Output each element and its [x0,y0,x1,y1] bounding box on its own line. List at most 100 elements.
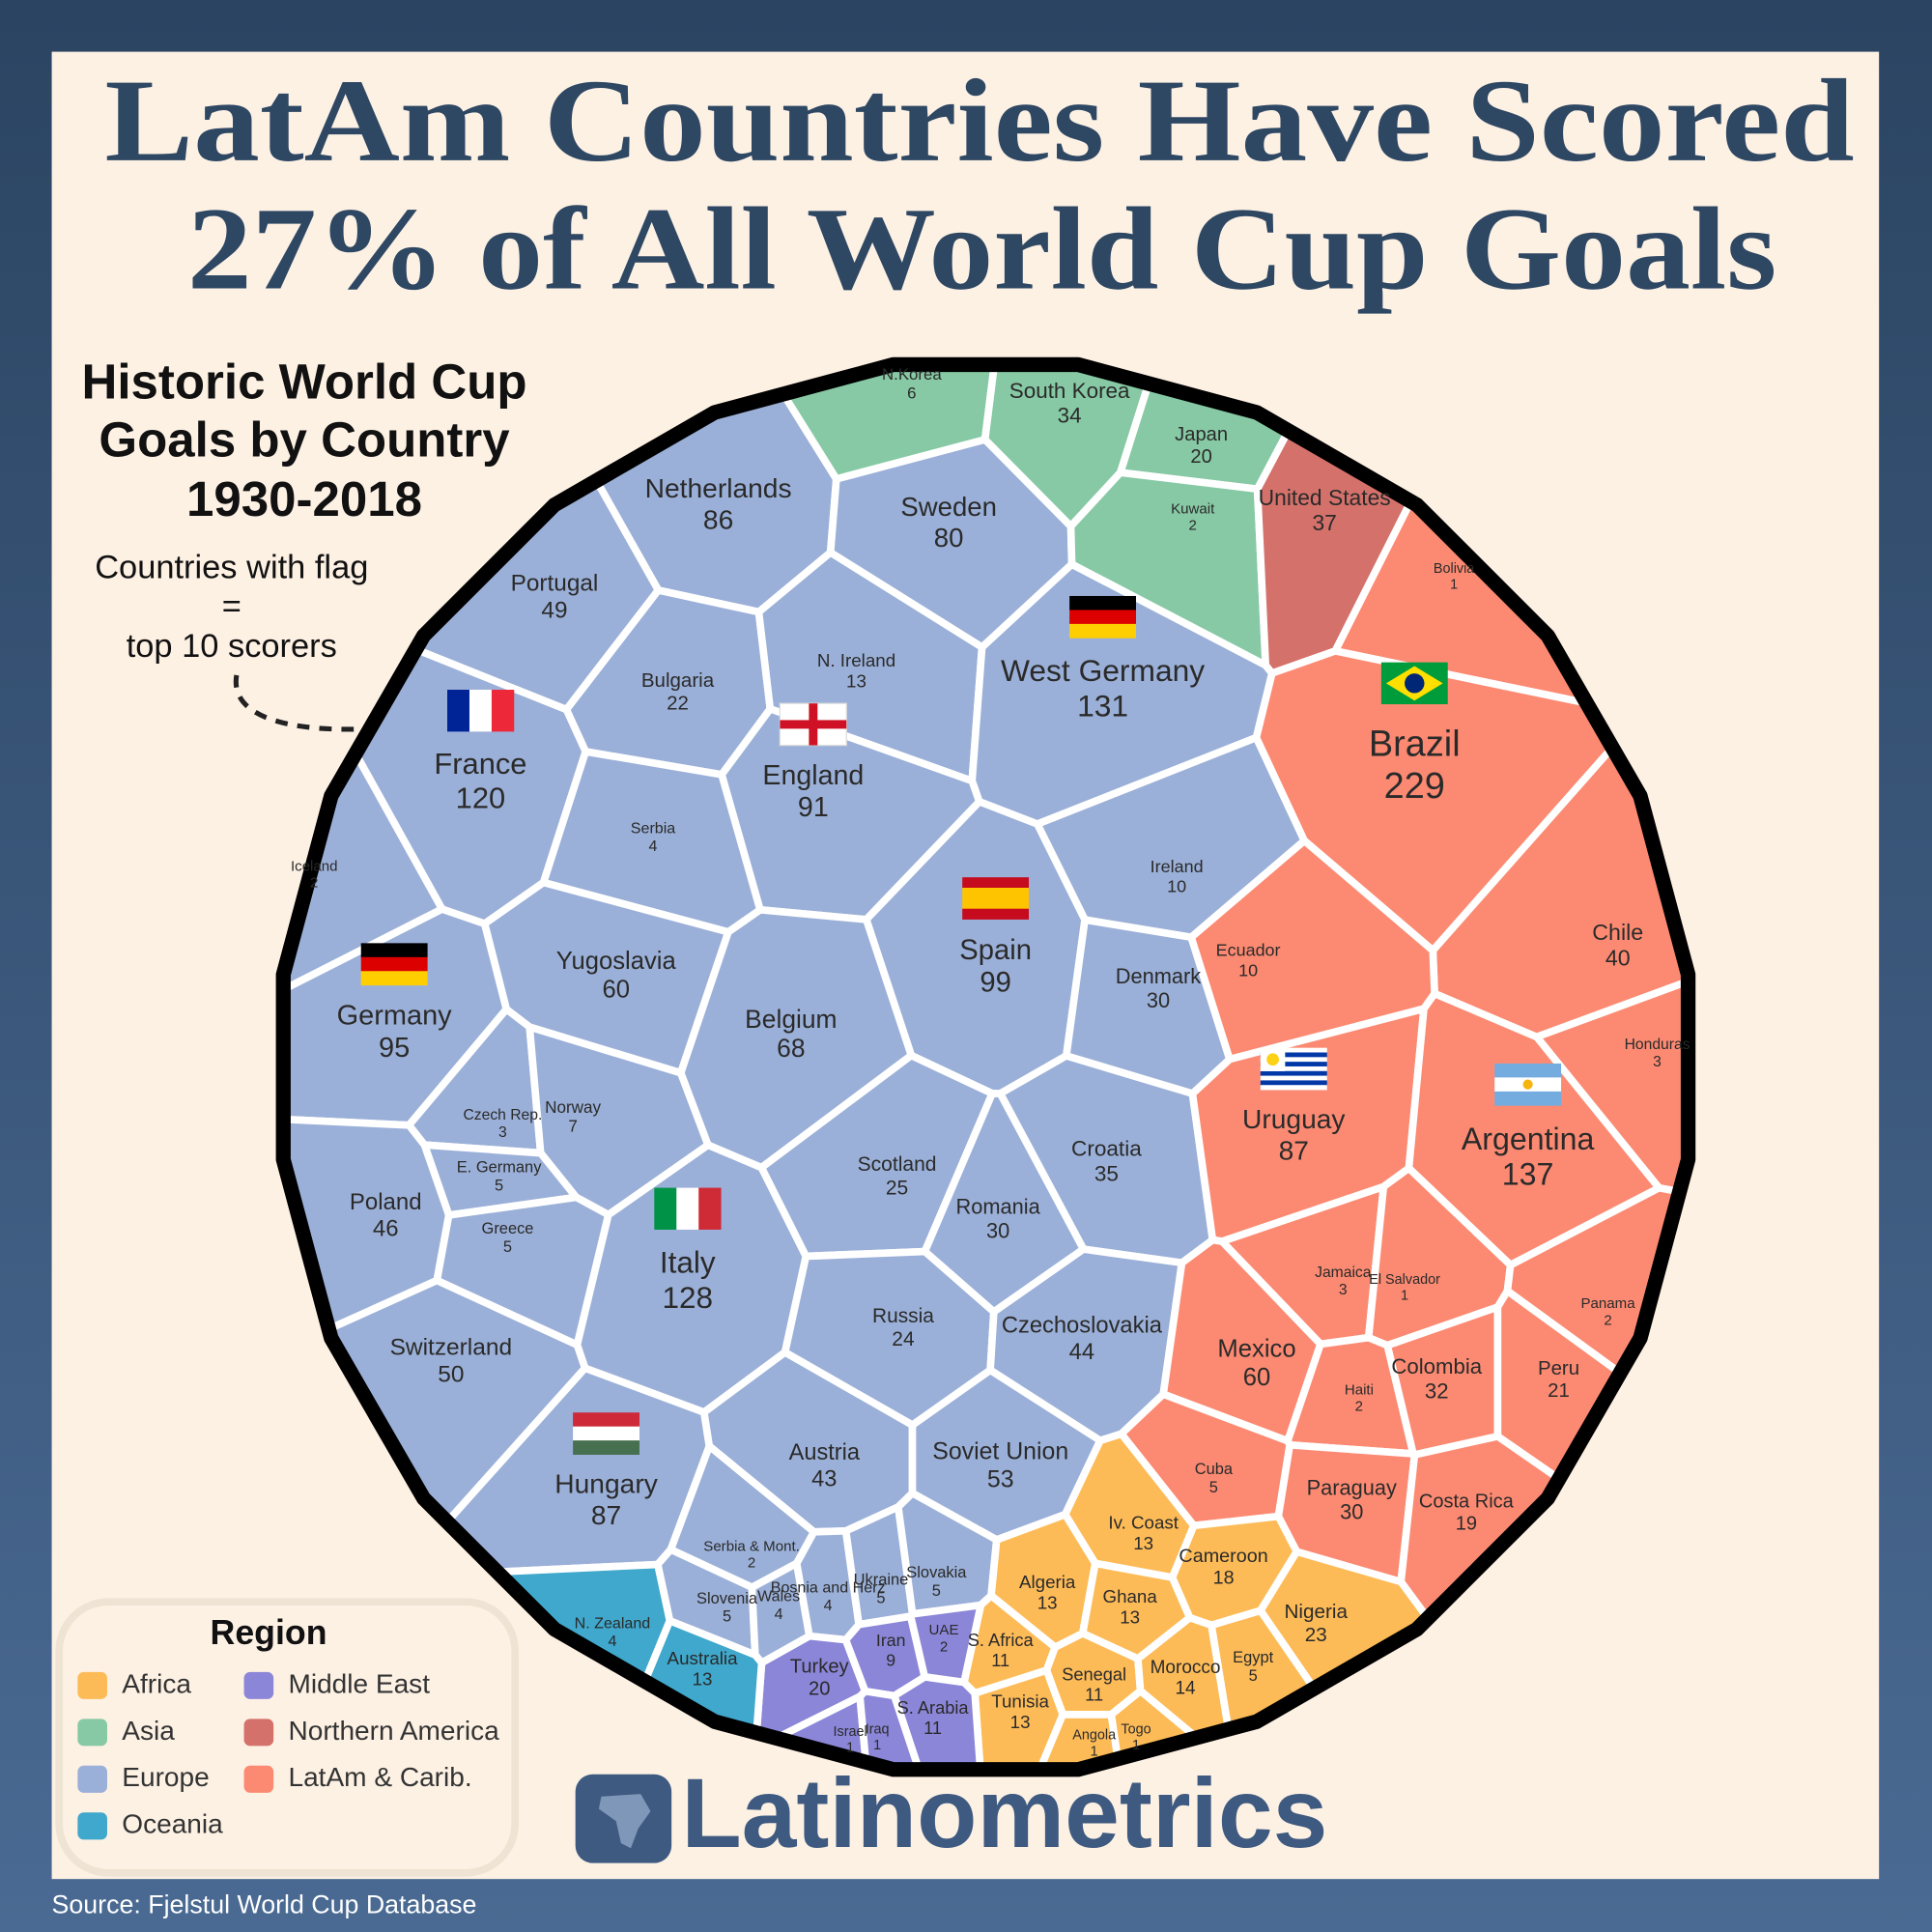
cell-value: 5 [723,1608,731,1626]
cell-value: 30 [1147,988,1170,1012]
cell-value: 10 [1238,960,1258,980]
title-line: LatAm Countries Have Scored [104,56,1854,186]
cell-value: 11 [923,1718,942,1738]
flag-stripe [1069,610,1137,625]
flag-stripe [491,690,515,732]
flag-stripe [573,1440,639,1455]
cell-value: 5 [495,1177,503,1194]
cell-name: Croatia [1071,1136,1142,1160]
cell-name: Sweden [900,492,997,522]
cell-name: Togo [1121,1721,1151,1737]
legend-label: Middle East [288,1668,430,1698]
cell-value: 23 [1305,1624,1327,1646]
cell-name: Senegal [1062,1664,1126,1685]
cell [906,1601,985,1687]
flag [962,877,1030,920]
cell-name: E. Germany [457,1158,542,1176]
cell-value: 10 [1167,877,1186,896]
cell-value: 25 [886,1177,908,1199]
legend-label: Europe [122,1762,209,1792]
flag-stripe [447,690,470,732]
flag-stripe [962,877,1030,889]
flag-globe [1405,673,1425,694]
cell-name: South Korea [1009,379,1130,403]
flag-stripe [676,1187,699,1230]
cell-name: Bulgaria [641,669,715,692]
cell-value: 21 [1548,1380,1570,1402]
brand: Latinometrics [681,1758,1327,1868]
cell-name: Ghana [1102,1586,1157,1606]
cell-value: 35 [1094,1161,1119,1185]
cell-value: 13 [1133,1533,1153,1553]
flag-stripe [1260,1047,1327,1053]
cell-value: 2 [748,1555,755,1572]
cell-name: UAE [929,1622,959,1638]
flag-stripe [654,1187,677,1230]
cell-name: Ecuador [1216,941,1281,960]
cell-value: 53 [987,1465,1014,1492]
cell-value: 5 [932,1582,941,1600]
cell-value: 87 [591,1499,621,1530]
cell-name: Poland [350,1189,422,1215]
subtitle-line: Goals by Country [99,412,510,468]
cell-value: 13 [1037,1592,1058,1612]
cell-value: 24 [892,1328,915,1350]
flag-stripe [1260,1080,1327,1086]
cell-value: 43 [811,1465,837,1491]
flag [1380,662,1448,705]
legend-box [55,1598,519,1877]
flag [447,690,515,732]
cell-name: Cuba [1195,1461,1234,1478]
cell-value: 5 [1249,1667,1258,1685]
cell-value: 137 [1502,1157,1554,1192]
cell-name: Soviet Union [932,1438,1068,1465]
flag-stripe [573,1426,639,1441]
cell-value: 60 [1243,1364,1271,1391]
cell-name: Egypt [1233,1649,1273,1666]
cell-value: 13 [693,1669,713,1690]
cell-name: Paraguay [1307,1475,1397,1499]
cell-value: 1 [1401,1288,1408,1303]
cell-name: Portugal [511,571,599,597]
cell [1066,469,1270,669]
annotation-line: = [222,588,242,625]
cell-value: 1 [1450,577,1458,592]
cell-value: 99 [980,968,1010,999]
cell-value: 1 [1091,1744,1098,1759]
cell-value: 60 [602,976,630,1003]
flag-stripe [1260,1062,1327,1067]
cell-value: 2 [1355,1399,1363,1415]
treemap [279,360,1692,1774]
legend-swatch [243,1719,274,1747]
cell-name: Brazil [1369,724,1461,765]
cell-value: 2 [1604,1312,1611,1328]
cell-value: 5 [1209,1479,1218,1496]
cell-value: 128 [662,1280,713,1315]
cell-name: Nigeria [1285,1601,1349,1623]
cell-name: Iraq [866,1721,890,1737]
cell-value: 95 [379,1033,410,1064]
cell-value: 22 [667,693,689,715]
flag-cross [809,703,818,746]
cell-value: 20 [809,1679,830,1700]
cell-name: Belgium [745,1005,837,1034]
legend-swatch [77,1765,107,1793]
cell-name: Cameroon [1179,1546,1267,1567]
cell-name: Argentina [1462,1122,1595,1156]
title-line: 27% of All World Cup Goals [187,185,1776,315]
legend-swatch [243,1765,274,1793]
cell-name: Greece [482,1220,534,1237]
cell-value: 80 [934,523,964,553]
cell-value: 120 [456,781,506,815]
cell-value: 13 [1120,1607,1140,1628]
cell-name: Wales [757,1587,800,1605]
cell-name: Russia [872,1305,934,1327]
cell-name: Ukraine [854,1572,909,1589]
cell-value: 44 [1069,1340,1094,1365]
cell-value: 32 [1425,1379,1449,1404]
cell-value: 1 [846,1740,854,1755]
flag [654,1187,722,1230]
flag-stripe [1494,1063,1562,1078]
